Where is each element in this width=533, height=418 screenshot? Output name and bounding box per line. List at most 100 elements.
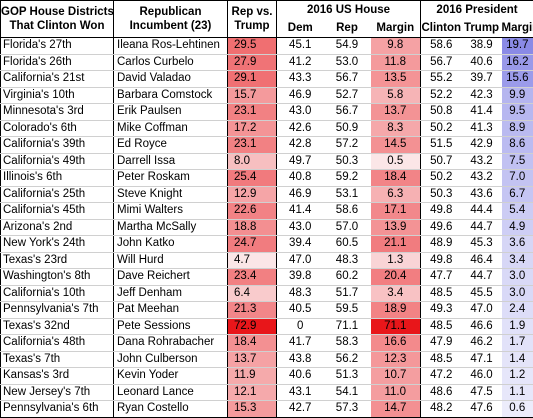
house-margin-cell: 21.1 <box>371 236 421 253</box>
trump-cell: 42.9 <box>462 137 502 154</box>
trump-cell: 44.7 <box>462 269 502 286</box>
incumbent-cell: Jeff Denham <box>114 285 228 302</box>
dem-cell: 46.9 <box>277 186 324 203</box>
dem-cell: 40.6 <box>277 368 324 385</box>
president-margin-cell: 1.1 <box>502 384 533 401</box>
president-margin-cell: 8.6 <box>502 137 533 154</box>
rep-cell: 48.3 <box>324 252 371 269</box>
president-margin-cell: 16.2 <box>502 54 533 71</box>
house-margin-cell: 12.3 <box>371 351 421 368</box>
rep-cell: 56.2 <box>324 351 371 368</box>
clinton-cell: 50.2 <box>421 170 462 187</box>
rep-vs-trump-cell: 23.4 <box>228 269 277 286</box>
district-cell: California's 10th <box>1 285 114 302</box>
president-margin-cell: 3.6 <box>502 236 533 253</box>
dem-cell: 41.4 <box>277 203 324 220</box>
rep-vs-trump-cell: 21.3 <box>228 302 277 319</box>
clinton-cell: 50.8 <box>421 104 462 121</box>
president-margin-cell: 1.9 <box>502 318 533 335</box>
president-margin-column-header: Margin <box>502 19 533 38</box>
president-margin-cell: 0.6 <box>502 401 533 418</box>
rep-vs-trump-cell: 8.0 <box>228 153 277 170</box>
trump-cell: 46.2 <box>462 335 502 352</box>
clinton-cell: 47.7 <box>421 269 462 286</box>
incumbent-cell: Ileana Ros-Lehtinen <box>114 38 228 55</box>
incumbent-cell: John Katko <box>114 236 228 253</box>
house-margin-cell: 5.8 <box>371 87 421 104</box>
president-margin-cell: 1.7 <box>502 335 533 352</box>
district-cell: California's 25th <box>1 186 114 203</box>
trump-cell: 47.6 <box>462 401 502 418</box>
district-cell: California's 45th <box>1 203 114 220</box>
incumbent-cell: Kevin Yoder <box>114 368 228 385</box>
dem-cell: 43.8 <box>277 351 324 368</box>
trump-cell: 44.7 <box>462 219 502 236</box>
incumbent-cell: Steve Knight <box>114 186 228 203</box>
house-margin-cell: 13.5 <box>371 71 421 88</box>
president-margin-cell: 3.0 <box>502 269 533 286</box>
trump-cell: 46.6 <box>462 318 502 335</box>
house-margin-cell: 71.1 <box>371 318 421 335</box>
rep-column-header: Rep <box>324 19 371 38</box>
trump-cell: 44.4 <box>462 203 502 220</box>
clinton-cell: 48.5 <box>421 351 462 368</box>
incumbent-cell: Barbara Comstock <box>114 87 228 104</box>
rep-vs-trump-cell: 15.7 <box>228 87 277 104</box>
house-margin-cell: 6.3 <box>371 186 421 203</box>
district-column-header: GOP House Districts That Clinton Won <box>1 1 114 38</box>
incumbent-cell: John Culberson <box>114 351 228 368</box>
rep-vs-trump-cell: 6.4 <box>228 285 277 302</box>
clinton-cell: 50.2 <box>421 120 462 137</box>
trump-cell: 38.9 <box>462 38 502 55</box>
dem-cell: 41.7 <box>277 335 324 352</box>
clinton-cell: 49.3 <box>421 302 462 319</box>
clinton-cell: 51.5 <box>421 137 462 154</box>
president-margin-cell: 15.6 <box>502 71 533 88</box>
district-cell: Minnesota's 3rd <box>1 104 114 121</box>
trump-cell: 42.3 <box>462 87 502 104</box>
incumbent-cell: Peter Roskam <box>114 170 228 187</box>
rep-vs-trump-cell: 12.1 <box>228 384 277 401</box>
incumbent-column-header: Republican Incumbent (23) <box>114 1 228 38</box>
district-cell: Texas's 7th <box>1 351 114 368</box>
clinton-cell: 48.5 <box>421 285 462 302</box>
incumbent-cell: Ryan Costello <box>114 401 228 418</box>
dem-cell: 39.8 <box>277 269 324 286</box>
rep-cell: 60.2 <box>324 269 371 286</box>
rep-vs-trump-cell: 72.9 <box>228 318 277 335</box>
rep-vs-trump-cell: 12.9 <box>228 186 277 203</box>
clinton-cell: 49.8 <box>421 203 462 220</box>
trump-cell: 43.6 <box>462 186 502 203</box>
district-cell: Arizona's 2nd <box>1 219 114 236</box>
rep-cell: 57.2 <box>324 137 371 154</box>
rep-cell: 58.6 <box>324 203 371 220</box>
house-margin-cell: 3.4 <box>371 285 421 302</box>
district-cell: Florida's 26th <box>1 54 114 71</box>
trump-cell: 40.6 <box>462 54 502 71</box>
district-cell: Pennsylvania's 6th <box>1 401 114 418</box>
district-cell: Illinois's 6th <box>1 170 114 187</box>
clinton-cell: 47.9 <box>421 335 462 352</box>
dem-cell: 43.0 <box>277 104 324 121</box>
clinton-cell: 48.9 <box>421 236 462 253</box>
dem-cell: 39.4 <box>277 236 324 253</box>
house-margin-cell: 13.7 <box>371 104 421 121</box>
incumbent-cell: Dana Rohrabacher <box>114 335 228 352</box>
rep-cell: 50.3 <box>324 153 371 170</box>
district-cell: California's 49th <box>1 153 114 170</box>
clinton-cell: 52.2 <box>421 87 462 104</box>
house-margin-cell: 8.3 <box>371 120 421 137</box>
rep-cell: 56.7 <box>324 104 371 121</box>
house-margin-cell: 14.5 <box>371 137 421 154</box>
trump-cell: 39.7 <box>462 71 502 88</box>
rep-vs-trump-cell: 29.1 <box>228 71 277 88</box>
clinton-cell: 58.6 <box>421 38 462 55</box>
